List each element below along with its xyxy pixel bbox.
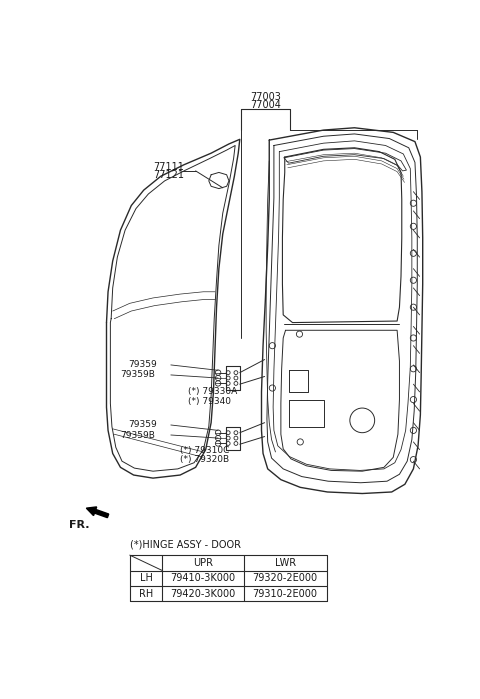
- Text: 79420-3K000: 79420-3K000: [170, 589, 236, 598]
- Text: 77121: 77121: [153, 170, 184, 180]
- Text: 77111: 77111: [153, 162, 184, 172]
- Text: 79359: 79359: [128, 361, 157, 370]
- FancyArrow shape: [86, 507, 108, 518]
- Text: 77004: 77004: [250, 100, 281, 110]
- Text: (*) 79330A: (*) 79330A: [188, 387, 237, 396]
- Text: (*) 79340: (*) 79340: [188, 396, 231, 405]
- Text: 77003: 77003: [250, 92, 281, 102]
- Text: 79359B: 79359B: [120, 370, 156, 380]
- Text: RH: RH: [139, 589, 153, 598]
- Text: LH: LH: [140, 573, 153, 583]
- Text: (*) 79310C: (*) 79310C: [180, 446, 229, 455]
- Text: 79320-2E000: 79320-2E000: [252, 573, 318, 583]
- Text: (*) 79320B: (*) 79320B: [180, 455, 229, 464]
- Text: 79310-2E000: 79310-2E000: [252, 589, 318, 598]
- Text: UPR: UPR: [193, 558, 213, 568]
- Text: 79359: 79359: [128, 421, 157, 429]
- Text: 79410-3K000: 79410-3K000: [170, 573, 236, 583]
- Text: LWR: LWR: [275, 558, 296, 568]
- Text: FR.: FR.: [69, 520, 90, 530]
- Text: (*)HINGE ASSY - DOOR: (*)HINGE ASSY - DOOR: [130, 540, 241, 549]
- Text: 79359B: 79359B: [120, 431, 156, 440]
